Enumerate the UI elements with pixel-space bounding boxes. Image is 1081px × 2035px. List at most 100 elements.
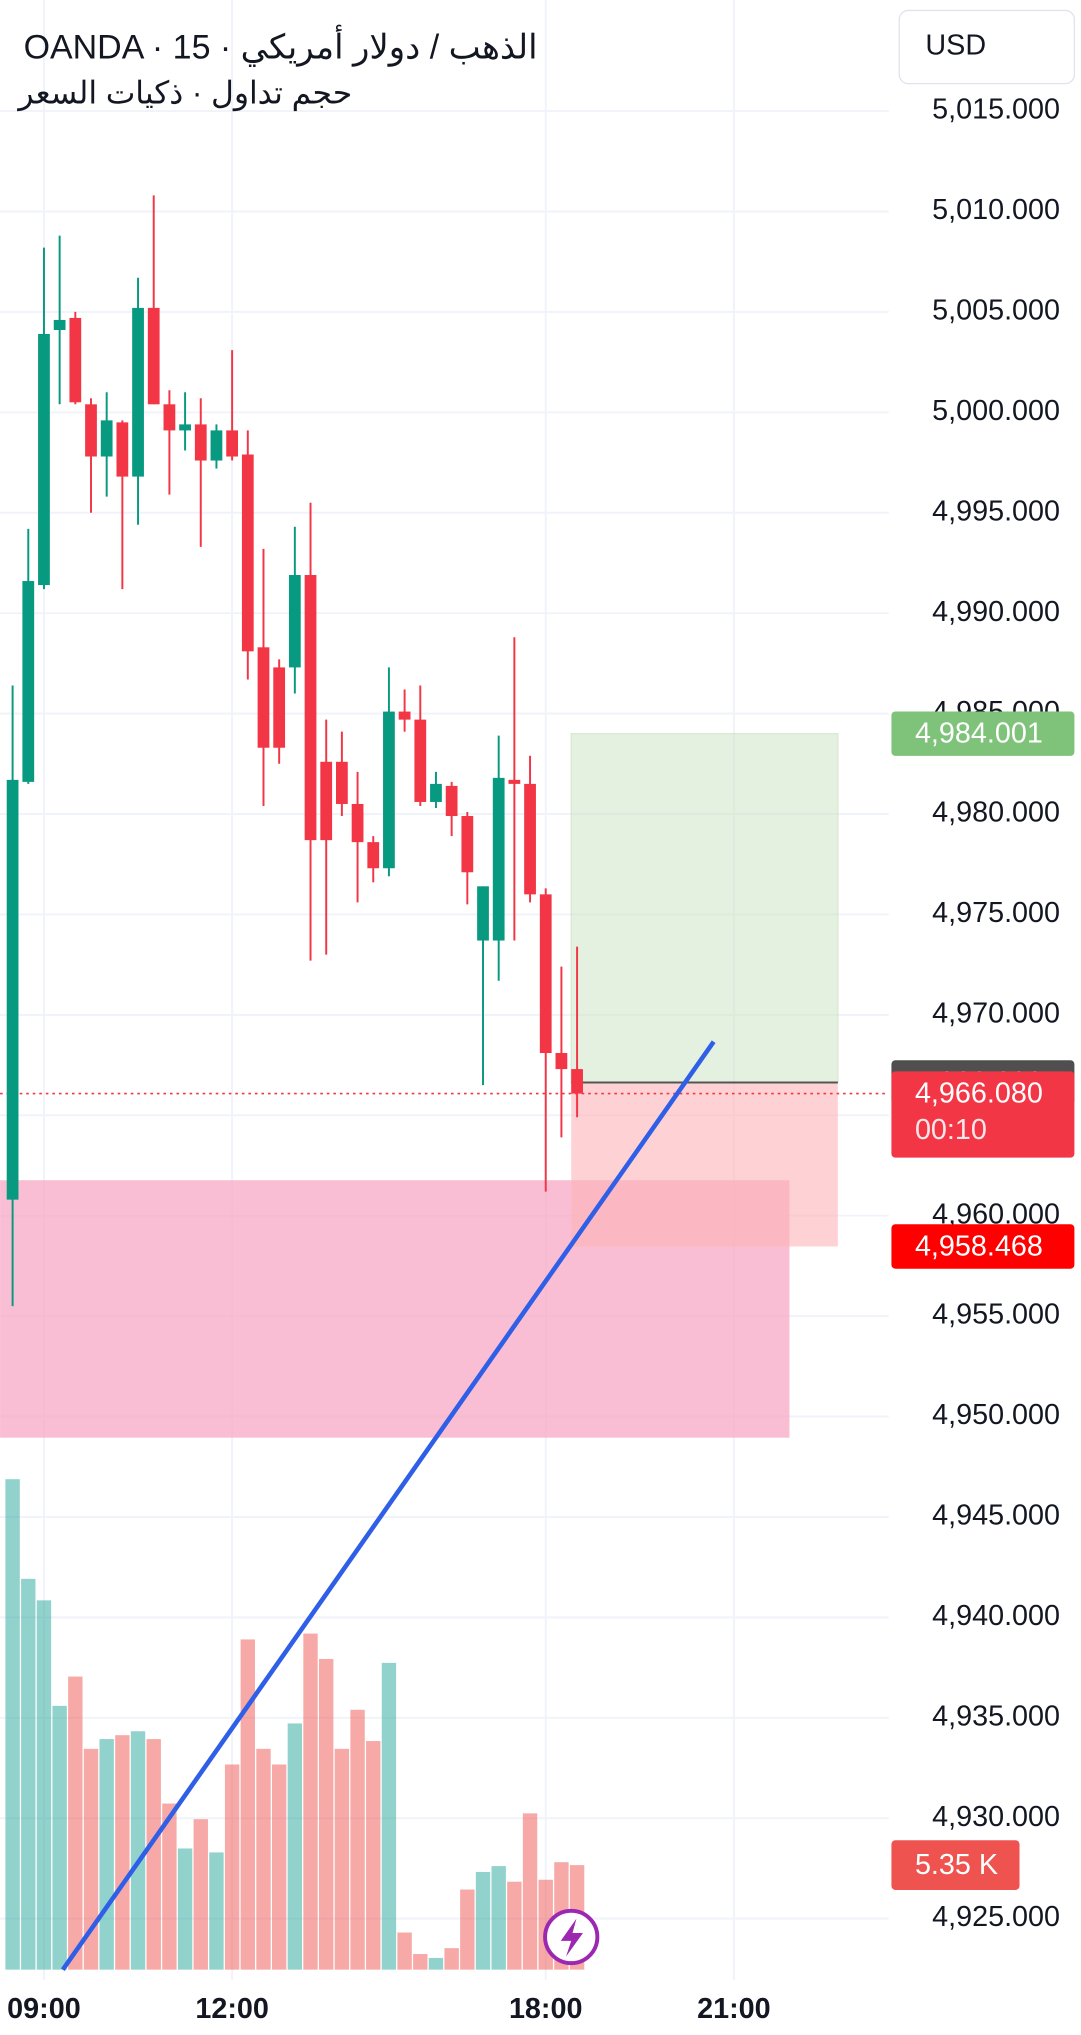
volume-bar — [162, 1803, 177, 1970]
profit-zone — [570, 733, 839, 1084]
volume-bar — [491, 1866, 506, 1970]
volume-bar — [319, 1658, 334, 1970]
volume-bar — [460, 1889, 475, 1970]
y-tick-label: 4,940.000 — [932, 1600, 1060, 1632]
x-tick-label: 21:00 — [697, 1993, 771, 2025]
volume-label-box — [891, 1840, 1020, 1890]
y-tick-label: 5,000.000 — [932, 395, 1060, 427]
candle-body — [430, 783, 442, 802]
y-tick-label: 4,990.000 — [932, 596, 1060, 628]
candle-body — [508, 779, 521, 784]
price-label: 4,984.001 — [915, 718, 1043, 750]
volume-bar — [130, 1731, 146, 1970]
candle-body — [555, 1053, 568, 1070]
y-tick-label: 4,925.000 — [932, 1901, 1060, 1933]
price-label: 4,958.468 — [915, 1230, 1043, 1262]
candle-body — [539, 894, 552, 1054]
volume-bar — [5, 1479, 20, 1970]
y-tick-label: 5,015.000 — [932, 94, 1060, 126]
candle-body — [100, 420, 113, 457]
candle-body — [492, 777, 505, 941]
volume-bar — [36, 1600, 52, 1970]
candle-body — [571, 1069, 583, 1094]
candle-body — [6, 779, 19, 1200]
candle-body — [53, 319, 66, 330]
volume-bar — [83, 1748, 99, 1970]
volume-bar — [68, 1676, 83, 1970]
volume-bar — [146, 1739, 161, 1970]
candles — [6, 195, 583, 1307]
volume-bar — [334, 1748, 350, 1970]
candle-body — [38, 334, 50, 586]
price-axis — [888, 0, 1081, 2035]
volume-label: 5.35 K — [915, 1849, 998, 1881]
price-label-box — [891, 1071, 1075, 1158]
volume-bar — [507, 1881, 522, 1970]
volume-bar — [350, 1709, 365, 1970]
price-label-box — [891, 711, 1075, 756]
currency[interactable]: USD — [925, 30, 986, 62]
volume-bar — [99, 1739, 114, 1970]
volume-bar — [177, 1848, 193, 1970]
volume-bar — [475, 1871, 491, 1970]
volume-bar — [444, 1948, 459, 1970]
y-tick-label: 4,975.000 — [932, 897, 1060, 929]
candle-body — [132, 307, 144, 477]
volume-bar — [428, 1957, 444, 1970]
y-tick-label: 4,980.000 — [932, 797, 1060, 829]
volume-bar — [366, 1741, 381, 1970]
candle-body — [414, 719, 427, 802]
candle-body — [226, 430, 239, 457]
price-labels: 4,984.0014,966.6334,966.08000:104,958.46… — [891, 711, 1075, 1890]
candle-body — [288, 575, 301, 668]
y-tick-label: 4,955.000 — [932, 1299, 1060, 1331]
volume-bar — [271, 1764, 287, 1970]
volume-bar — [240, 1639, 255, 1970]
position — [0, 733, 889, 1247]
volume-bar — [193, 1819, 208, 1970]
candle-body — [367, 842, 380, 869]
x-tick-label: 09:00 — [7, 1993, 81, 2025]
chart-subtitle: حجم تداول · ذكيات السعر — [16, 76, 352, 112]
candle-body — [210, 430, 223, 461]
candle-body — [336, 761, 348, 804]
volume-bar — [115, 1735, 130, 1970]
y-tick-label: 4,970.000 — [932, 997, 1060, 1029]
currency-button[interactable] — [898, 9, 1076, 85]
volume-bar — [287, 1723, 303, 1970]
countdown: 00:10 — [915, 1114, 987, 1146]
candle-body — [85, 404, 97, 457]
candle-body — [461, 816, 474, 873]
candle-body — [147, 307, 160, 405]
y-tick-label: 5,005.000 — [932, 295, 1060, 327]
candle-body — [445, 785, 458, 817]
chart-title: OANDA · 15 · الذهب / دولار أمريكي — [24, 25, 538, 68]
candle-body — [163, 404, 176, 431]
loss-zone — [571, 1082, 838, 1247]
y-tick-label: 4,930.000 — [932, 1801, 1060, 1833]
volume-bar — [52, 1705, 67, 1970]
price-label-box — [891, 1224, 1075, 1269]
y-tick-label: 4,995.000 — [932, 495, 1060, 527]
candle-body — [320, 761, 333, 841]
candle-body — [69, 317, 82, 403]
volume — [5, 1479, 585, 1970]
y-tick-label: 4,935.000 — [932, 1700, 1060, 1732]
volume-bar — [224, 1764, 240, 1970]
volume-bar — [256, 1748, 271, 1970]
candle-body — [304, 575, 317, 841]
candle-body — [477, 886, 489, 941]
volume-bar — [381, 1662, 397, 1970]
candle-body — [398, 711, 411, 720]
trend-line — [60, 1040, 716, 1971]
candle-body — [383, 711, 395, 869]
candle-body — [194, 424, 207, 461]
candle-body — [116, 422, 129, 477]
price-label: 4,966.080 — [915, 1077, 1043, 1109]
alert-bolt — [560, 1918, 583, 1957]
candle-body — [257, 647, 270, 748]
candle-body — [524, 783, 536, 895]
volume-bar — [303, 1633, 318, 1970]
